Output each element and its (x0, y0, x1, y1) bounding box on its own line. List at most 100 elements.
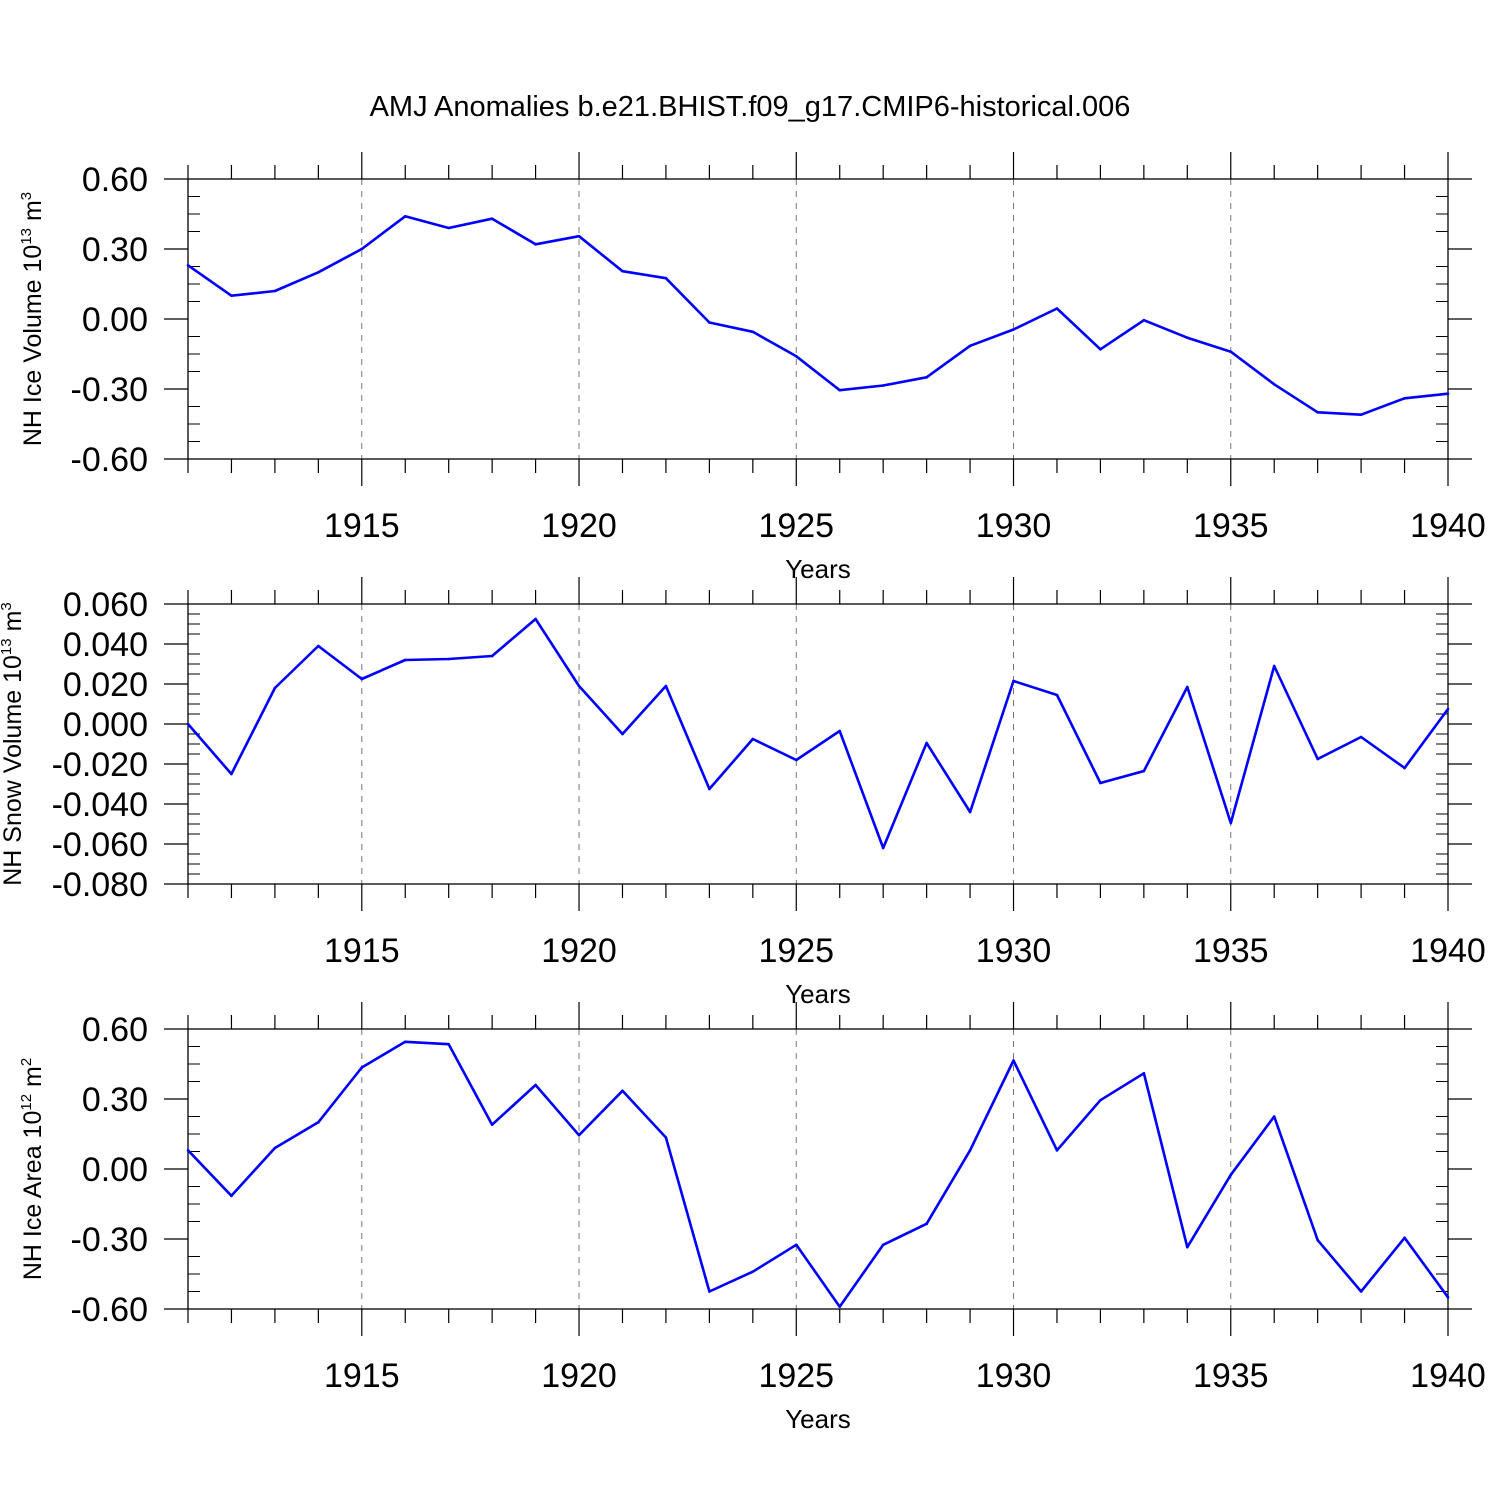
y-axis-label-text: NH Ice Volume 10 (19, 245, 47, 447)
data-point (621, 1089, 624, 1093)
data-point (186, 722, 190, 726)
data-point (1446, 1296, 1450, 1299)
data-point (577, 234, 581, 238)
y-tick-label: -0.60 (71, 1291, 149, 1329)
data-point (968, 1149, 972, 1152)
data-point (1012, 328, 1015, 331)
data-point (447, 226, 450, 230)
data-point (1403, 766, 1406, 770)
x-tick-label: 1930 (976, 932, 1052, 970)
y-tick-label: 0.00 (82, 1151, 148, 1189)
x-tick-label: 1930 (976, 1357, 1052, 1395)
data-point (881, 846, 885, 850)
y-tick-label: -0.30 (71, 1221, 149, 1259)
data-point (708, 1290, 711, 1293)
data-point (273, 1146, 277, 1150)
data-point (968, 344, 972, 348)
panel-ice-area: 0.60 0.30 0.00 -0.30 -0.60 1915 1920 1925 1930 19… (18, 1002, 1486, 1434)
data-point (925, 376, 928, 379)
x-axis-label: Years (785, 554, 851, 584)
x-tick-label: 1915 (324, 932, 400, 970)
y-axis-label-exponent: 13 (18, 228, 35, 245)
data-point (1012, 1059, 1015, 1062)
data-point (1142, 769, 1146, 773)
x-tick-label: 1920 (541, 507, 617, 545)
x-tick-label: 1925 (758, 507, 834, 545)
data-point (1446, 392, 1450, 395)
data-point (1316, 1238, 1319, 1242)
y-tick-label: 0.060 (63, 586, 148, 624)
series-line-snow-volume (187, 617, 1450, 850)
data-point (534, 617, 537, 621)
y-axis-label-unit: m (0, 611, 27, 639)
y-tick-label: 0.30 (82, 231, 148, 269)
x-tick-label: 1920 (541, 932, 617, 970)
data-point (230, 1194, 233, 1198)
data-point (317, 271, 320, 274)
x-axis-label: Years (785, 1404, 851, 1434)
x-axis-label: Years (785, 979, 851, 1009)
panel-ice-volume: 0.60 0.30 0.00 -0.30 -0.60 1915 1920 1925 1930 19… (18, 152, 1486, 584)
data-point (881, 384, 885, 387)
data-point (1359, 413, 1363, 416)
x-tick-label: 1930 (976, 507, 1052, 545)
data-point (403, 1040, 407, 1044)
data-point (751, 737, 755, 741)
data-point (1099, 781, 1102, 785)
y-axis-label-unit-exponent: 2 (18, 1058, 35, 1066)
y-tick-label: -0.60 (71, 441, 149, 479)
x-tick-label: 1925 (758, 1357, 834, 1395)
y-axis-label-unit-exponent: 3 (0, 602, 15, 610)
y-tick-label: 0.60 (82, 1011, 148, 1049)
data-point (794, 1243, 798, 1247)
data-point (1099, 348, 1102, 351)
y-axis-label-unit: m (19, 200, 47, 228)
y-axis-label-text: NH Ice Area 10 (19, 1111, 47, 1281)
y-tick-label: 0.60 (82, 161, 148, 199)
data-point (751, 1270, 755, 1273)
data-point (925, 741, 928, 745)
data-point (708, 787, 711, 791)
x-tick-label: 1935 (1193, 507, 1269, 545)
data-point (664, 1136, 668, 1139)
data-point (1359, 1290, 1363, 1293)
data-point (273, 686, 277, 690)
data-point (1012, 679, 1015, 683)
data-point (925, 1222, 928, 1226)
data-point (794, 758, 798, 762)
data-point (186, 264, 190, 267)
data-point (577, 684, 581, 688)
data-point (317, 644, 320, 648)
y-axis-label-text: NH Snow Volume 10 (0, 655, 27, 886)
data-point (881, 1243, 885, 1247)
y-tick-label: 0.00 (82, 301, 148, 339)
data-point (751, 330, 755, 334)
data-point (317, 1121, 320, 1124)
data-point (403, 215, 407, 218)
data-point (360, 1066, 364, 1069)
data-point (1186, 1245, 1189, 1249)
data-point (1359, 735, 1363, 739)
y-axis-label-unit: m (19, 1066, 47, 1094)
data-point (664, 276, 668, 280)
plot-frame (187, 178, 1449, 460)
y-axis-label: NH Ice Volume 1013 m3 (18, 192, 47, 446)
data-point (1316, 757, 1319, 761)
data-point (1055, 1149, 1059, 1152)
y-tick-label: 0.000 (63, 706, 148, 744)
y-tick-label: 0.020 (63, 666, 148, 704)
y-axis-label-exponent: 12 (18, 1094, 35, 1111)
data-point (447, 657, 450, 661)
series-line-ice-volume (187, 215, 1449, 417)
data-point (664, 684, 668, 688)
data-point (794, 355, 798, 358)
data-point (1142, 318, 1146, 322)
data-point (1403, 397, 1406, 400)
data-point (1229, 1173, 1233, 1177)
series-line-ice-area (187, 1040, 1450, 1308)
data-point (1446, 707, 1450, 711)
x-tick-label: 1920 (541, 1357, 617, 1395)
data-point (230, 772, 233, 776)
data-point (577, 1133, 581, 1137)
